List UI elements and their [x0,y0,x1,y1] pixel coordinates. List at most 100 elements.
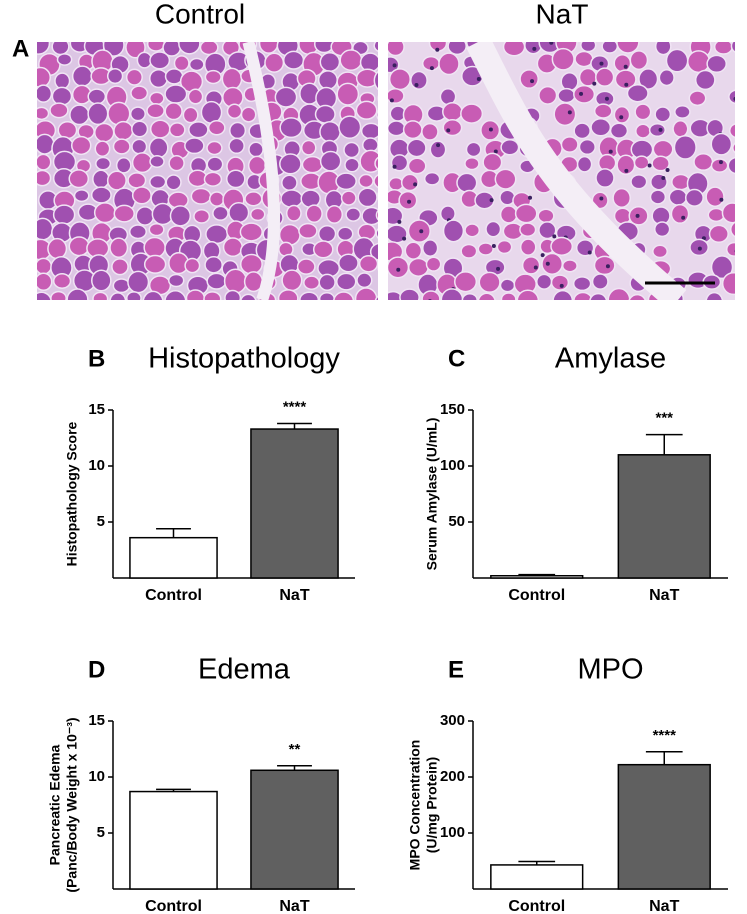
cell [721,271,735,296]
y-tick-label: 5 [97,824,105,841]
cell [499,278,516,293]
cell [357,187,378,208]
cell [343,141,361,159]
cell [609,122,629,139]
cell [541,252,564,275]
nucleus [446,128,451,133]
nucleus [530,79,535,84]
cell [37,84,53,103]
cell [373,70,378,91]
cell [221,67,243,91]
cell [112,138,131,155]
cell [728,308,746,328]
cell [667,307,688,326]
cell [442,119,463,137]
cell [684,188,704,207]
cell [358,255,378,273]
cell [633,155,650,170]
cell [164,84,188,104]
cell [635,123,651,139]
nucleus [605,264,610,269]
y-axis-label: Pancreatic Edema [47,744,63,865]
cell [375,209,378,221]
cell [553,102,577,127]
cell [168,154,185,172]
cell [178,42,201,55]
cell [92,169,110,189]
cell [111,258,129,276]
cell [296,258,316,275]
cell [106,68,124,85]
nucleus [436,143,441,148]
y-tick-label: 200 [440,768,465,785]
cell [404,241,423,260]
cell [732,142,735,154]
cell [277,289,299,300]
nucleus [731,320,735,324]
cell [465,141,482,158]
cell [593,255,616,276]
y-tick-label: 10 [88,457,105,474]
nucleus [604,96,609,101]
cell [245,307,265,328]
cell [172,311,187,326]
cell [613,105,631,124]
cell [135,206,155,226]
cell [71,65,93,87]
cell [333,291,355,300]
cell [37,272,53,292]
nucleus [389,98,394,103]
cell [616,42,640,54]
cell [279,117,303,139]
cell [654,106,672,123]
cell [338,115,362,139]
y-tick-label: 150 [440,401,465,418]
cell [422,239,439,257]
cell [282,50,305,70]
cell [650,173,668,191]
cell [226,103,243,119]
cell [477,292,496,300]
cell [384,313,400,327]
cell [442,219,465,243]
error-bar [277,765,312,771]
cell [456,172,478,193]
cell [318,292,335,300]
cell [112,278,131,294]
cell [654,221,671,238]
cell [149,51,171,70]
cell [340,190,357,206]
cell [591,273,609,290]
significance: *** [655,410,673,427]
nucleus [681,215,686,220]
cell [573,84,596,104]
cell [572,276,592,292]
cell [36,309,57,330]
nucleus [634,305,638,309]
cell [400,173,419,192]
panel-label: E [448,656,464,683]
cell [70,135,92,156]
cell [477,242,494,256]
cell [185,289,206,300]
cell [258,42,279,54]
x-tick-label: Control [508,898,565,914]
cell [37,133,55,155]
cell [518,308,537,329]
cell [37,291,52,300]
cell [280,189,304,208]
cell [429,140,447,159]
cell [607,287,631,300]
cell [142,290,164,300]
cell [550,274,570,291]
cell [440,288,464,300]
cell [240,106,257,123]
nucleus [647,163,652,168]
cell [589,292,608,300]
cell [184,257,201,274]
cell [205,224,229,245]
cell [109,292,127,300]
cell [519,222,537,237]
cell [632,311,648,326]
error-bar [277,422,312,430]
